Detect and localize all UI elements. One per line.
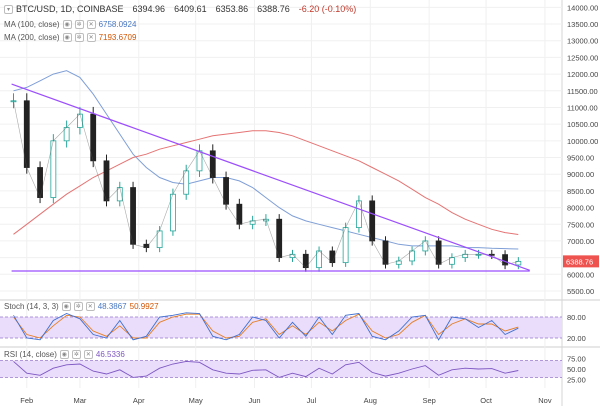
overbought-oversold-band: [0, 360, 562, 378]
ohlc-change: -6.20 (-0.10%): [298, 4, 357, 14]
ma200-line: [13, 130, 519, 235]
ma200-value: 7193.6709: [98, 33, 137, 42]
y-tick-label: 5500.00: [567, 287, 594, 296]
rsi-value: 46.5336: [95, 350, 125, 359]
x-tick-label: Aug: [364, 396, 377, 405]
eye-icon[interactable]: ◉: [61, 302, 71, 311]
moving-averages: [13, 70, 519, 250]
stoch-tick-label: 80.00: [567, 313, 586, 322]
rsi-label[interactable]: RSI (14, close): [4, 350, 57, 359]
last-price-label: 6388.76: [566, 257, 593, 266]
ohlc-high: 6409.61: [174, 4, 207, 14]
ma100-value: 6758.0924: [98, 20, 137, 29]
ma200-label[interactable]: MA (200, close): [4, 33, 60, 42]
rsi-tick-label: 50.00: [567, 365, 586, 374]
eye-icon[interactable]: ◉: [59, 350, 69, 359]
x-tick-label: Jul: [307, 396, 317, 405]
rsi-line: [13, 360, 519, 378]
y-tick-label: 7500.00: [567, 220, 594, 229]
trendline: [11, 83, 530, 271]
gear-icon[interactable]: ✲: [73, 302, 83, 311]
symbol-label[interactable]: BTC/USD, 1D, COINBASE: [16, 4, 124, 14]
stoch-k-value: 48.3867: [97, 302, 127, 311]
y-tick-label: 13500.00: [567, 20, 598, 29]
symbol-header: ▾ BTC/USD, 1D, COINBASE 6394.96 6409.61 …: [4, 4, 356, 14]
y-tick-label: 13000.00: [567, 37, 598, 46]
gear-icon[interactable]: ✲: [74, 33, 84, 42]
y-tick-label: 6000.00: [567, 270, 594, 279]
x-tick-label: Mar: [73, 396, 86, 405]
oscillator-lines: [13, 312, 519, 378]
y-tick-label: 12000.00: [567, 70, 598, 79]
ohlc-close: 6388.76: [257, 4, 290, 14]
close-icon[interactable]: ✕: [86, 33, 96, 42]
x-tick-label: Sep: [422, 396, 435, 405]
ohlc-low: 6353.86: [215, 4, 249, 14]
stoch-tick-label: 20.00: [567, 334, 586, 343]
y-tick-label: 8500.00: [567, 187, 594, 196]
x-tick-label: Oct: [480, 396, 493, 405]
x-tick-label: Feb: [20, 396, 33, 405]
rsi-legend: RSI (14, close) ◉ ✲ ✕ 46.5336: [4, 350, 125, 359]
oscillator-bands: [0, 316, 562, 378]
eye-icon[interactable]: ◉: [62, 33, 72, 42]
x-tick-label: May: [189, 396, 203, 405]
y-tick-label: 12500.00: [567, 53, 598, 62]
x-tick-label: Jun: [248, 396, 260, 405]
x-tick-label: Apr: [133, 396, 145, 405]
close-icon[interactable]: ✕: [86, 20, 96, 29]
y-tick-label: 9000.00: [567, 170, 594, 179]
y-tick-label: 7000.00: [567, 237, 594, 246]
trendlines[interactable]: [11, 83, 530, 272]
ohlc-open: 6394.96: [132, 4, 166, 14]
close-icon[interactable]: ✕: [85, 302, 95, 311]
y-tick-label: 10500.00: [567, 120, 598, 129]
rsi-tick-label: 75.00: [567, 355, 586, 364]
stoch-label[interactable]: Stoch (14, 3, 3): [4, 302, 59, 311]
stoch-d-value: 50.9927: [129, 302, 159, 311]
y-tick-label: 8000.00: [567, 204, 594, 213]
y-tick-label: 11500.00: [567, 87, 598, 96]
ma100-label[interactable]: MA (100, close): [4, 20, 60, 29]
stoch-k-line: [13, 312, 519, 341]
overbought-oversold-band: [0, 317, 562, 338]
x-tick-label: Nov: [538, 396, 552, 405]
eye-icon[interactable]: ◉: [62, 20, 72, 29]
y-tick-label: 9500.00: [567, 154, 594, 163]
y-tick-label: 14000.00: [567, 3, 598, 12]
stoch-legend: Stoch (14, 3, 3) ◉ ✲ ✕ 48.3867 50.9927: [4, 302, 159, 311]
ma100-line: [13, 70, 519, 250]
price-line: [13, 100, 519, 269]
close-icon[interactable]: ✕: [83, 350, 93, 359]
y-tick-label: 11000.00: [567, 103, 598, 112]
ma200-legend: MA (200, close) ◉ ✲ ✕ 7193.6709: [4, 33, 136, 42]
rsi-tick-label: 25.00: [567, 376, 586, 385]
y-tick-label: 10000.00: [567, 137, 598, 146]
candle-body: [515, 260, 522, 266]
price-series: [10, 93, 522, 272]
last-price-tag: [563, 255, 599, 268]
gear-icon[interactable]: ✲: [71, 350, 81, 359]
collapse-icon[interactable]: ▾: [4, 4, 13, 14]
stoch-d-line: [13, 313, 519, 339]
gear-icon[interactable]: ✲: [74, 20, 84, 29]
ma100-legend: MA (100, close) ◉ ✲ ✕ 6758.0924: [4, 20, 136, 29]
axes: 5500.006000.006500.007000.007500.008000.…: [20, 3, 599, 405]
